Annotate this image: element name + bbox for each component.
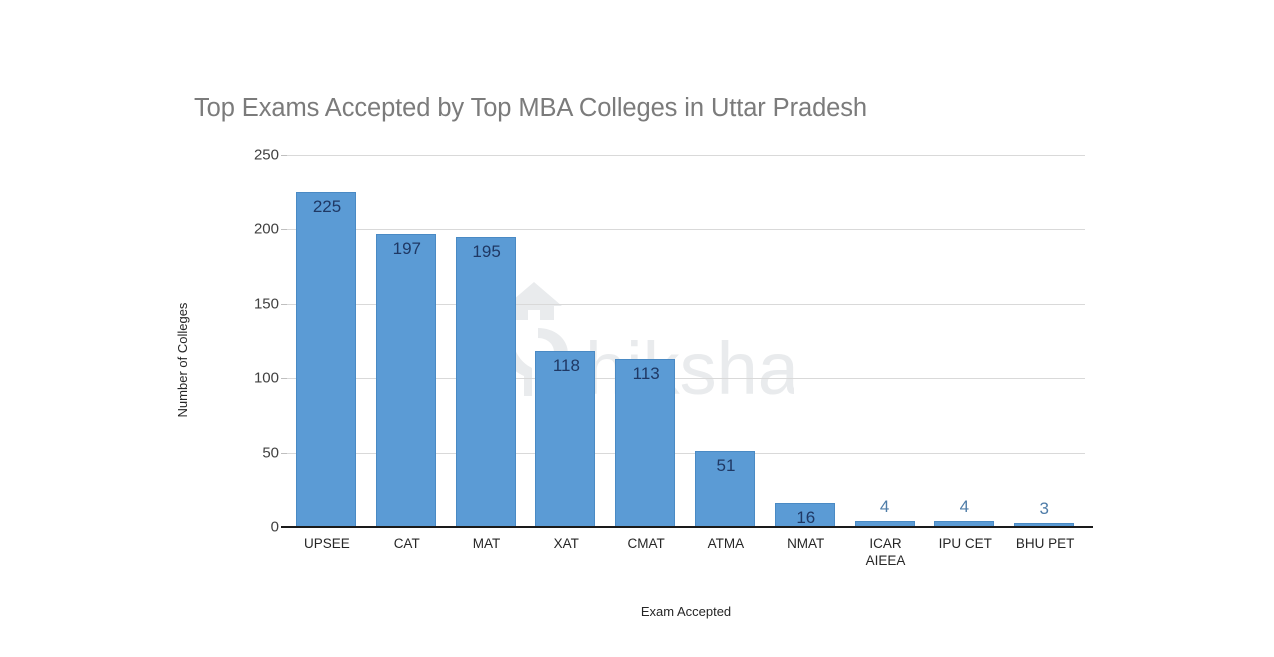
bar-group: 4 [846,155,926,527]
y-axis-tick [281,378,287,380]
bar-value-label: 4 [879,497,890,517]
bar[interactable]: 51 [695,451,755,527]
bar-group: 118 [526,155,606,527]
x-axis-tick-label-line: UPSEE [304,536,350,551]
gridline [287,452,1085,454]
bar[interactable]: 118 [535,351,596,527]
bar-value-label: 51 [716,456,736,476]
gridline [287,155,1085,156]
x-axis-tick-label: NMAT [766,535,846,552]
x-axis-tick-label-line: XAT [553,536,579,551]
x-axis-tick-label: CAT [367,535,447,552]
gridline [287,378,1085,380]
bar[interactable]: 225 [296,192,356,527]
bar-group: 195 [447,155,527,527]
bar-group: 4 [925,155,1005,527]
y-axis-tick-label: 100 [253,369,279,387]
y-axis-tick-labels: 0 50 100 150 200 250 [207,147,279,536]
x-axis-tick-label-line: MAT [472,536,501,551]
bar-value-label: 225 [312,197,342,217]
bar-value-label: 118 [552,356,580,376]
y-axis-tick-label: 150 [253,295,279,313]
y-axis-tick-label: 0 [270,518,279,536]
x-axis-tick-label: IPU CET [925,535,1005,552]
bar-group: 51 [686,155,766,527]
bar-value-label: 4 [959,497,970,517]
bar[interactable]: 16 [774,503,835,527]
gridline [287,303,1085,305]
bar-group: 197 [367,155,447,527]
y-axis-tick [281,229,287,231]
y-axis-tick-label: 50 [262,444,279,462]
bar-group: 3 [1005,155,1085,527]
x-axis-tick-label-line: ICAR [869,536,902,551]
x-axis-tick-label: MAT [447,535,527,552]
x-axis-tick-label-line: ATMA [707,536,745,551]
bar-value-label: 195 [472,241,501,261]
x-axis-tick-label-line: AIEEA [865,553,906,568]
x-axis-tick-label: CMAT [606,535,686,552]
y-axis-tick-label: 250 [253,146,279,164]
x-axis-tick-labels: UPSEE CAT MAT XAT CMAT ATMA NMAT ICAR AIEEA IPU C… [287,535,1085,591]
bar-group: 113 [606,155,686,527]
x-axis-tick-label-line: BHU PET [1015,536,1075,551]
x-axis-tick-label-line: NMAT [787,536,825,551]
x-axis-tick-label-line: IPU CET [938,536,992,551]
x-axis-title: Exam Accepted [640,604,732,619]
x-axis-tick-label-line: CAT [393,536,420,551]
x-axis-tick-label: ATMA [686,535,766,552]
gridline [287,229,1085,231]
x-axis-line [281,526,1093,528]
bar-value-label: 197 [392,238,421,258]
bar[interactable]: 197 [375,233,436,527]
page-title: Top Exams Accepted by Top MBA Colleges i… [194,94,867,122]
y-axis-tick-label: 200 [253,220,279,238]
y-axis-tick [281,155,287,156]
x-axis-tick-label: BHU PET [1005,535,1085,552]
x-axis-tick-label: UPSEE [287,535,367,552]
bar-value-label: 3 [1039,498,1049,518]
y-axis-tick [281,303,287,305]
x-axis-tick-label: ICAR AIEEA [846,535,926,569]
bar-group: 16 [766,155,846,527]
bar-group: 225 [287,155,367,527]
y-axis-tick [281,452,287,454]
plot-area: 225 197 195 118 113 51 16 4 4 3 [281,155,1085,528]
x-axis-tick-label: XAT [526,535,606,552]
x-axis-tick-label-line: CMAT [627,536,665,551]
bar-value-label: 113 [632,363,660,383]
bar[interactable]: 113 [615,358,676,527]
bar[interactable]: 195 [455,236,516,527]
y-axis-title: Number of Colleges [175,302,190,418]
